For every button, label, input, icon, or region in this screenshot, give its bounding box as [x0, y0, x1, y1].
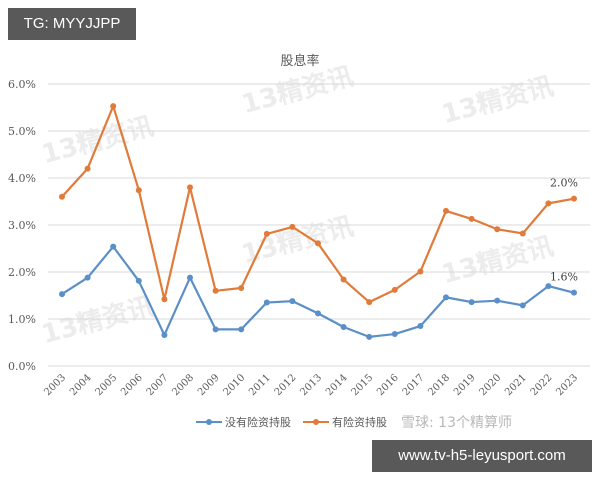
chart-title: 股息率 [280, 54, 320, 69]
x-tick-label: 2014 [324, 372, 350, 398]
series-line [61, 245, 575, 338]
data-point-marker [443, 207, 449, 214]
data-point-marker [238, 284, 245, 291]
data-point-marker [263, 230, 270, 237]
data-point-marker [571, 289, 577, 296]
data-point-marker [468, 299, 475, 306]
x-tick-label: 2003 [42, 372, 68, 398]
data-point-marker [391, 286, 398, 293]
legend-label: 有险资持股 [332, 416, 387, 429]
legend-label: 没有险资持股 [225, 416, 291, 429]
data-point-marker [494, 297, 501, 304]
data-point-marker [263, 299, 270, 306]
x-tick-label: 2010 [222, 372, 248, 398]
x-tick-label: 2023 [554, 372, 580, 398]
x-tick-label: 2011 [247, 372, 273, 398]
x-tick-label: 2008 [170, 372, 196, 398]
x-tick-label: 2021 [503, 372, 529, 398]
data-point-marker [571, 195, 577, 202]
data-point-marker [366, 299, 373, 306]
data-point-marker [135, 187, 142, 194]
data-point-marker [417, 323, 424, 330]
data-point-marker [84, 274, 91, 281]
data-point-marker [161, 331, 168, 338]
y-axis-ticks: 0.0% 1.0% 2.0% 3.0% 4.0% 5.0% 6.0% [8, 78, 36, 373]
data-point-marker [519, 302, 526, 309]
series-line [61, 104, 575, 304]
data-point-marker [289, 298, 296, 305]
data-point-marker [161, 296, 168, 303]
x-tick-label: 2018 [426, 372, 452, 398]
legend-line-marker-icon [303, 419, 329, 425]
x-tick-label: 2022 [529, 372, 555, 398]
data-point-marker [84, 165, 91, 172]
y-tick-label: 2.0% [8, 266, 36, 279]
data-point-marker [519, 230, 526, 237]
data-point-marker [468, 215, 475, 222]
data-point-marker [545, 283, 552, 290]
x-tick-label: 2012 [273, 372, 299, 398]
tag-banner: TG: MYYJJPP [8, 8, 136, 40]
data-point-marker [289, 223, 296, 230]
data-point-marker [391, 331, 398, 338]
x-tick-label: 2017 [401, 372, 427, 398]
legend-item-no-insurance: 没有险资持股 [196, 414, 291, 430]
x-tick-label: 2005 [94, 372, 120, 398]
legend-item-insurance: 有险资持股 [303, 414, 387, 430]
y-tick-label: 0.0% [8, 360, 36, 373]
source-watermark: 雪球: 13个精算师 [401, 415, 512, 431]
data-point-marker [340, 323, 347, 330]
legend-line-marker-icon [196, 419, 222, 425]
data-point-marker [187, 274, 193, 281]
x-tick-label: 2007 [145, 372, 171, 398]
data-point-marker [366, 333, 373, 340]
y-tick-label: 1.0% [8, 313, 36, 326]
y-tick-label: 6.0% [8, 78, 36, 91]
x-tick-label: 2016 [375, 372, 401, 398]
data-point-marker [417, 268, 424, 275]
data-point-marker [494, 226, 501, 233]
x-tick-label: 2013 [298, 372, 324, 398]
data-point-marker [59, 193, 65, 200]
y-tick-label: 3.0% [8, 219, 36, 232]
data-point-marker [340, 276, 347, 283]
series-lines [59, 103, 577, 340]
y-tick-label: 4.0% [8, 172, 36, 185]
data-point-marker [238, 326, 245, 333]
data-annotation: 1.6% [550, 271, 578, 284]
data-point-marker [545, 200, 552, 207]
data-point-marker [315, 310, 321, 317]
data-point-marker [59, 291, 65, 298]
data-annotations: 2.0% 1.6% [550, 177, 578, 284]
y-tick-label: 5.0% [8, 125, 36, 138]
data-point-marker [443, 294, 449, 301]
data-point-marker [212, 287, 219, 294]
legend: 没有险资持股 有险资持股 雪球: 13个精算师 [196, 412, 512, 432]
x-axis-ticks: 2003 2004 2005 2006 2007 2008 2009 2010 2011 2012… [42, 372, 580, 398]
x-tick-label: 2015 [350, 372, 376, 398]
data-annotation: 2.0% [550, 177, 578, 190]
gridlines [48, 83, 590, 367]
data-point-marker [187, 184, 193, 191]
x-tick-label: 2019 [452, 372, 478, 398]
x-tick-label: 2020 [478, 372, 504, 398]
data-point-marker [315, 240, 321, 247]
data-point-marker [110, 103, 117, 110]
x-tick-label: 2009 [196, 372, 222, 398]
x-tick-label: 2006 [119, 372, 145, 398]
url-banner: www.tv-h5-leyusport.com [372, 440, 592, 472]
x-tick-label: 2004 [68, 372, 94, 398]
data-point-marker [212, 326, 219, 333]
data-point-marker [110, 243, 117, 250]
data-point-marker [135, 277, 142, 284]
